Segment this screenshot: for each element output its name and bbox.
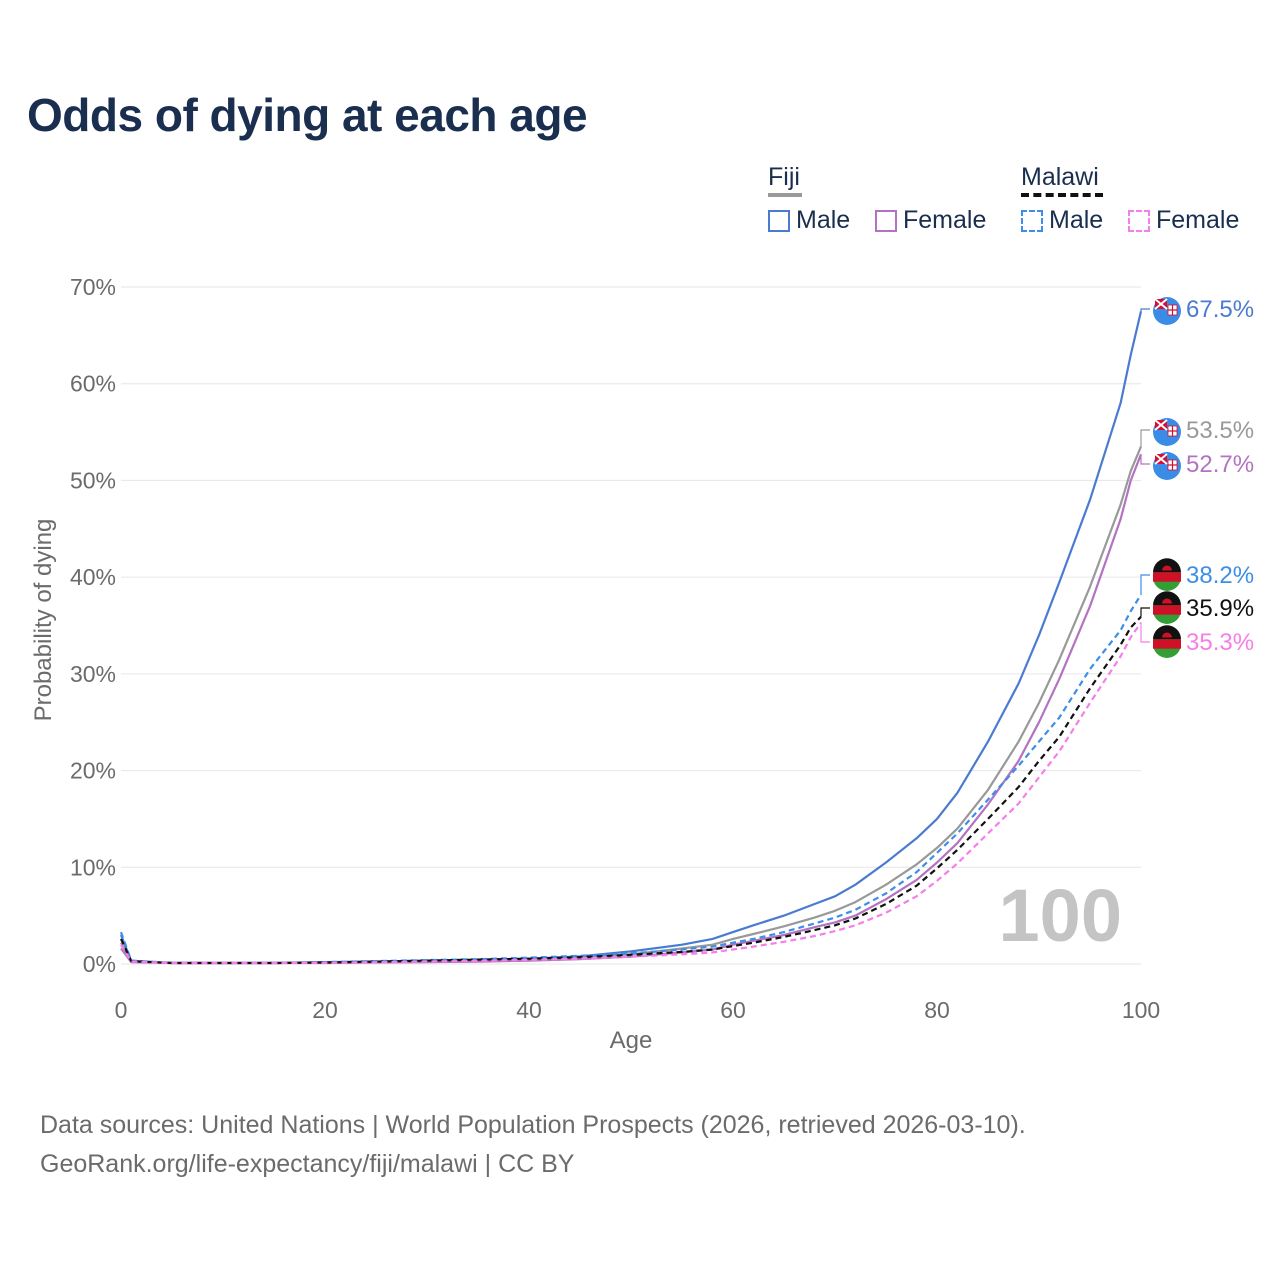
x-tick-label: 0	[115, 997, 128, 1023]
x-tick-label: 20	[312, 997, 338, 1023]
flag-shield-cross	[1168, 460, 1177, 470]
y-tick-label: 20%	[70, 758, 116, 784]
legend-label-malawi-female: Female	[1156, 206, 1240, 234]
malawi-flag-icon	[1153, 591, 1181, 624]
y-axis-ticks: 0% 10% 20% 30% 40% 50% 60% 70%	[70, 274, 116, 977]
x-tick-label: 40	[516, 997, 542, 1023]
y-tick-label: 0%	[83, 951, 116, 977]
end-label-value: 52.7%	[1186, 451, 1254, 478]
x-tick-label: 80	[924, 997, 950, 1023]
flag-band-red	[1153, 639, 1181, 649]
legend-group-fiji-label: Fiji	[768, 163, 800, 191]
end-label-value: 38.2%	[1186, 562, 1254, 589]
legend-group-malawi-rule	[1021, 193, 1103, 197]
flag-shield-cross	[1168, 426, 1177, 436]
legend-swatch-fiji-male	[768, 209, 790, 232]
flag-sun	[1162, 565, 1172, 571]
series-line-fiji-male[interactable]	[119, 310, 1143, 965]
y-tick-label: 40%	[70, 564, 116, 590]
source-note: Data sources: United Nations | World Pop…	[40, 1106, 1026, 1184]
grid-lines	[121, 286, 1141, 965]
flag-shield-cross	[1168, 305, 1177, 315]
end-label-connector	[1140, 429, 1150, 447]
x-tick-label: 60	[720, 997, 746, 1023]
end-labels: 67.5% 53.5% 52.7% 38.2% 35.9% 35.3%	[1140, 296, 1254, 658]
legend-item-fiji-female[interactable]: Female	[875, 206, 986, 235]
series-line-malawi-total[interactable]	[120, 616, 1142, 965]
fiji-flag-icon	[1153, 418, 1181, 446]
legend-group-malawi-label: Malawi	[1021, 163, 1099, 191]
flag-saltire	[1154, 453, 1168, 465]
end-label-connector	[1140, 454, 1150, 465]
flag-band-red	[1153, 605, 1181, 615]
x-axis-ticks: 0 20 40 60 80 100	[115, 997, 1161, 1023]
legend-swatch-fiji-female	[875, 209, 897, 232]
malawi-flag-icon	[1153, 625, 1181, 658]
end-label-connector	[1140, 622, 1150, 643]
y-tick-label: 10%	[70, 854, 116, 880]
watermark-age: 100	[999, 874, 1122, 957]
legend-item-fiji-male[interactable]: Male	[768, 206, 850, 235]
x-axis-label: Age	[610, 1027, 653, 1054]
legend-group-malawi: Malawi	[1021, 163, 1103, 197]
legend-group-fiji-rule	[768, 193, 802, 197]
end-label-connector	[1140, 607, 1150, 617]
flag-band-black	[1153, 625, 1181, 640]
series-line-fiji-female[interactable]	[120, 453, 1143, 965]
legend-item-malawi-male[interactable]: Male	[1021, 206, 1103, 235]
end-label-value: 67.5%	[1186, 296, 1254, 323]
x-tick-label: 100	[1122, 997, 1160, 1023]
malawi-flag-icon	[1153, 558, 1181, 591]
source-line-2: GeoRank.org/life-expectancy/fiji/malawi …	[40, 1150, 575, 1178]
flag-saltire	[1154, 419, 1168, 431]
y-tick-label: 30%	[70, 661, 116, 687]
y-tick-label: 50%	[70, 467, 116, 493]
legend-label-fiji-male: Male	[796, 206, 851, 234]
flag-sun	[1162, 632, 1172, 638]
series-line-fiji-total[interactable]	[120, 446, 1143, 965]
fiji-flag-icon	[1153, 452, 1181, 480]
end-label-connector	[1140, 308, 1150, 312]
legend-label-fiji-female: Female	[903, 206, 987, 234]
end-label-value: 53.5%	[1186, 417, 1254, 444]
legend-label-malawi-male: Male	[1049, 206, 1104, 234]
legend-group-fiji: Fiji	[768, 163, 802, 197]
fiji-flag-icon	[1153, 297, 1181, 325]
y-tick-label: 70%	[70, 274, 116, 300]
y-tick-label: 60%	[70, 371, 116, 397]
legend-item-malawi-female[interactable]: Female	[1128, 206, 1239, 235]
source-line-1: Data sources: United Nations | World Pop…	[40, 1111, 1026, 1139]
flag-sun	[1162, 598, 1172, 604]
end-label-connector	[1140, 574, 1150, 595]
flag-band-red	[1153, 572, 1181, 582]
flag-saltire	[1154, 298, 1168, 310]
series-line-malawi-male[interactable]	[119, 594, 1142, 965]
end-label-value: 35.3%	[1186, 629, 1254, 656]
legend-swatch-malawi-male	[1021, 209, 1043, 232]
chart-title: Odds of dying at each age	[27, 89, 588, 141]
flag-band-black	[1153, 558, 1181, 573]
y-axis-label: Probability of dying	[30, 519, 57, 722]
flag-band-black	[1153, 591, 1181, 606]
end-label-value: 35.9%	[1186, 595, 1254, 622]
series-line-malawi-female[interactable]	[120, 621, 1142, 965]
legend-swatch-malawi-female	[1128, 209, 1150, 232]
series-lines	[119, 310, 1143, 965]
